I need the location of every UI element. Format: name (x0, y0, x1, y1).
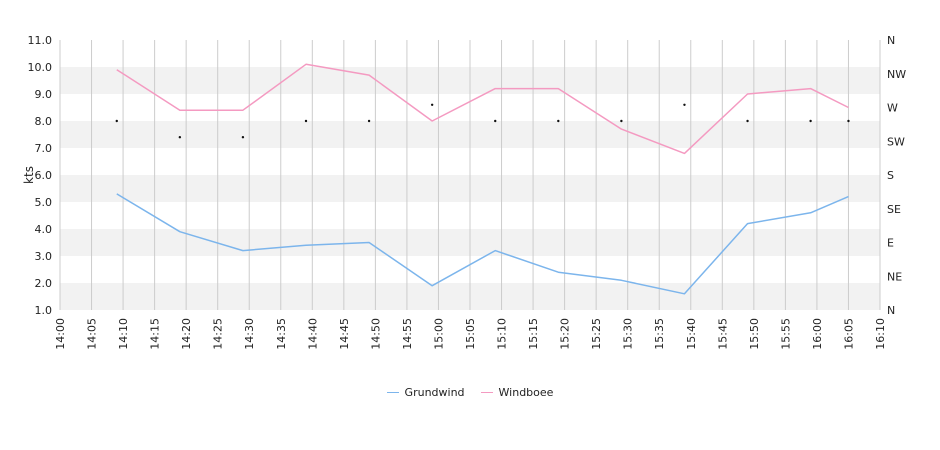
right-axis-label: N (887, 34, 895, 47)
series-line-grundwind (116, 193, 849, 295)
x-tick-label: 14:10 (117, 318, 130, 350)
legend-item-grundwind[interactable]: Grundwind (386, 386, 465, 399)
y-tick-label: 4.0 (35, 223, 53, 236)
y-axis-title: kts (22, 166, 36, 184)
x-tick-label: 15:00 (432, 318, 445, 350)
x-tick-label: 14:50 (369, 318, 382, 350)
right-axis-label: SE (887, 203, 901, 216)
x-tick-label: 14:30 (243, 318, 256, 350)
legend-label: Grundwind (404, 386, 465, 399)
direction-marker (178, 136, 182, 139)
x-tick-label: 15:45 (716, 318, 729, 350)
x-tick-label: 14:55 (401, 318, 414, 350)
x-tick-label: 15:40 (685, 318, 698, 350)
y-tick-label: 8.0 (35, 115, 53, 128)
x-tick-label: 16:10 (874, 318, 887, 350)
legend-swatch (386, 392, 399, 393)
y-tick-label: 3.0 (35, 250, 53, 263)
direction-marker (494, 119, 497, 123)
direction-marker (367, 119, 371, 123)
right-axis-label: E (887, 237, 894, 250)
direction-marker (115, 119, 118, 123)
direction-marker (241, 136, 245, 139)
x-tick-label: 15:20 (559, 318, 572, 350)
x-tick-label: 15:30 (622, 318, 635, 350)
right-axis-label: S (887, 169, 894, 182)
right-axis-label: N (887, 304, 895, 317)
y-tick-label: 1.0 (35, 304, 53, 317)
y-tick-label: 2.0 (35, 277, 53, 290)
series-line-windboee (116, 63, 849, 155)
x-tick-label: 15:15 (527, 318, 540, 350)
x-tick-label: 16:00 (811, 318, 824, 350)
direction-marker (847, 119, 850, 123)
x-tick-label: 14:45 (338, 318, 351, 350)
legend-item-windboee[interactable]: Windboee (480, 386, 554, 399)
direction-marker (304, 119, 308, 123)
x-tick-label: 15:55 (779, 318, 792, 350)
x-axis-tick-labels: 14:00 14:05 14:10 14:15 14:20 14:25 14:30 14:35… (54, 318, 887, 350)
legend: Grundwind Windboee (0, 386, 940, 399)
direction-marker (683, 103, 686, 107)
y-tick-label: 5.0 (35, 196, 53, 209)
x-tick-label: 15:50 (748, 318, 761, 350)
right-axis-label: SW (887, 135, 905, 148)
direction-marker (809, 119, 812, 123)
x-tick-label: 15:10 (496, 318, 509, 350)
y-tick-label: 7.0 (35, 142, 53, 155)
x-tick-label: 14:05 (86, 318, 99, 350)
right-axis-label: NW (887, 68, 906, 81)
x-tick-label: 15:25 (590, 318, 603, 350)
x-tick-label: 15:35 (653, 318, 666, 350)
vertical-gridlines (59, 40, 881, 310)
y-axis-tick-labels: 1.0 2.0 3.0 4.0 5.0 6.0 7.0 8.0 9.0 10.0 11.0 (28, 34, 53, 317)
direction-marker (620, 119, 623, 123)
x-tick-label: 16:05 (842, 318, 855, 350)
legend-swatch (480, 392, 493, 393)
series-lines (116, 63, 849, 295)
x-tick-label: 14:20 (180, 318, 193, 350)
y-tick-label: 9.0 (35, 88, 53, 101)
direction-marker (746, 119, 749, 123)
x-tick-label: 14:15 (149, 318, 162, 350)
y-tick-label: 6.0 (35, 169, 53, 182)
right-axis-direction-labels: N NE E SE S SW W NW N (887, 34, 906, 317)
x-tick-label: 14:25 (212, 318, 225, 350)
x-tick-label: 15:05 (464, 318, 477, 350)
y-tick-label: 11.0 (28, 34, 53, 47)
direction-marker (430, 103, 434, 107)
right-axis-label: NE (887, 270, 902, 283)
x-tick-label: 14:40 (306, 318, 319, 350)
x-tick-label: 14:00 (54, 318, 67, 350)
direction-marker (557, 119, 560, 123)
right-axis-label: W (887, 102, 898, 115)
direction-markers (115, 103, 850, 139)
y-tick-label: 10.0 (28, 61, 53, 74)
x-tick-label: 14:35 (275, 318, 288, 350)
legend-label: Windboee (498, 386, 554, 399)
